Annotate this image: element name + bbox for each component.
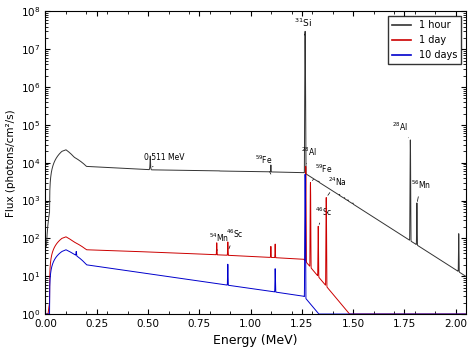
Text: $^{59}$Fe: $^{59}$Fe — [255, 154, 273, 174]
Text: $^{28}$Al: $^{28}$Al — [301, 146, 317, 164]
X-axis label: Energy (MeV): Energy (MeV) — [213, 334, 298, 347]
Text: $^{31}$Si: $^{31}$Si — [293, 16, 311, 35]
Y-axis label: Flux (photons/cm²/s): Flux (photons/cm²/s) — [6, 109, 16, 216]
Text: 0.511 MeV: 0.511 MeV — [144, 153, 184, 167]
Text: $^{46}$Sc: $^{46}$Sc — [226, 228, 244, 249]
Text: $^{56}$Mn: $^{56}$Mn — [410, 179, 430, 202]
Legend: 1 hour, 1 day, 10 days: 1 hour, 1 day, 10 days — [388, 16, 461, 64]
Text: $^{28}$Al: $^{28}$Al — [392, 120, 409, 138]
Text: $^{59}$Fe: $^{59}$Fe — [312, 162, 333, 180]
Text: $^{46}$Sc: $^{46}$Sc — [315, 205, 333, 225]
Text: $^{24}$Na: $^{24}$Na — [328, 175, 347, 195]
Text: $^{54}$Mn: $^{54}$Mn — [209, 232, 228, 251]
